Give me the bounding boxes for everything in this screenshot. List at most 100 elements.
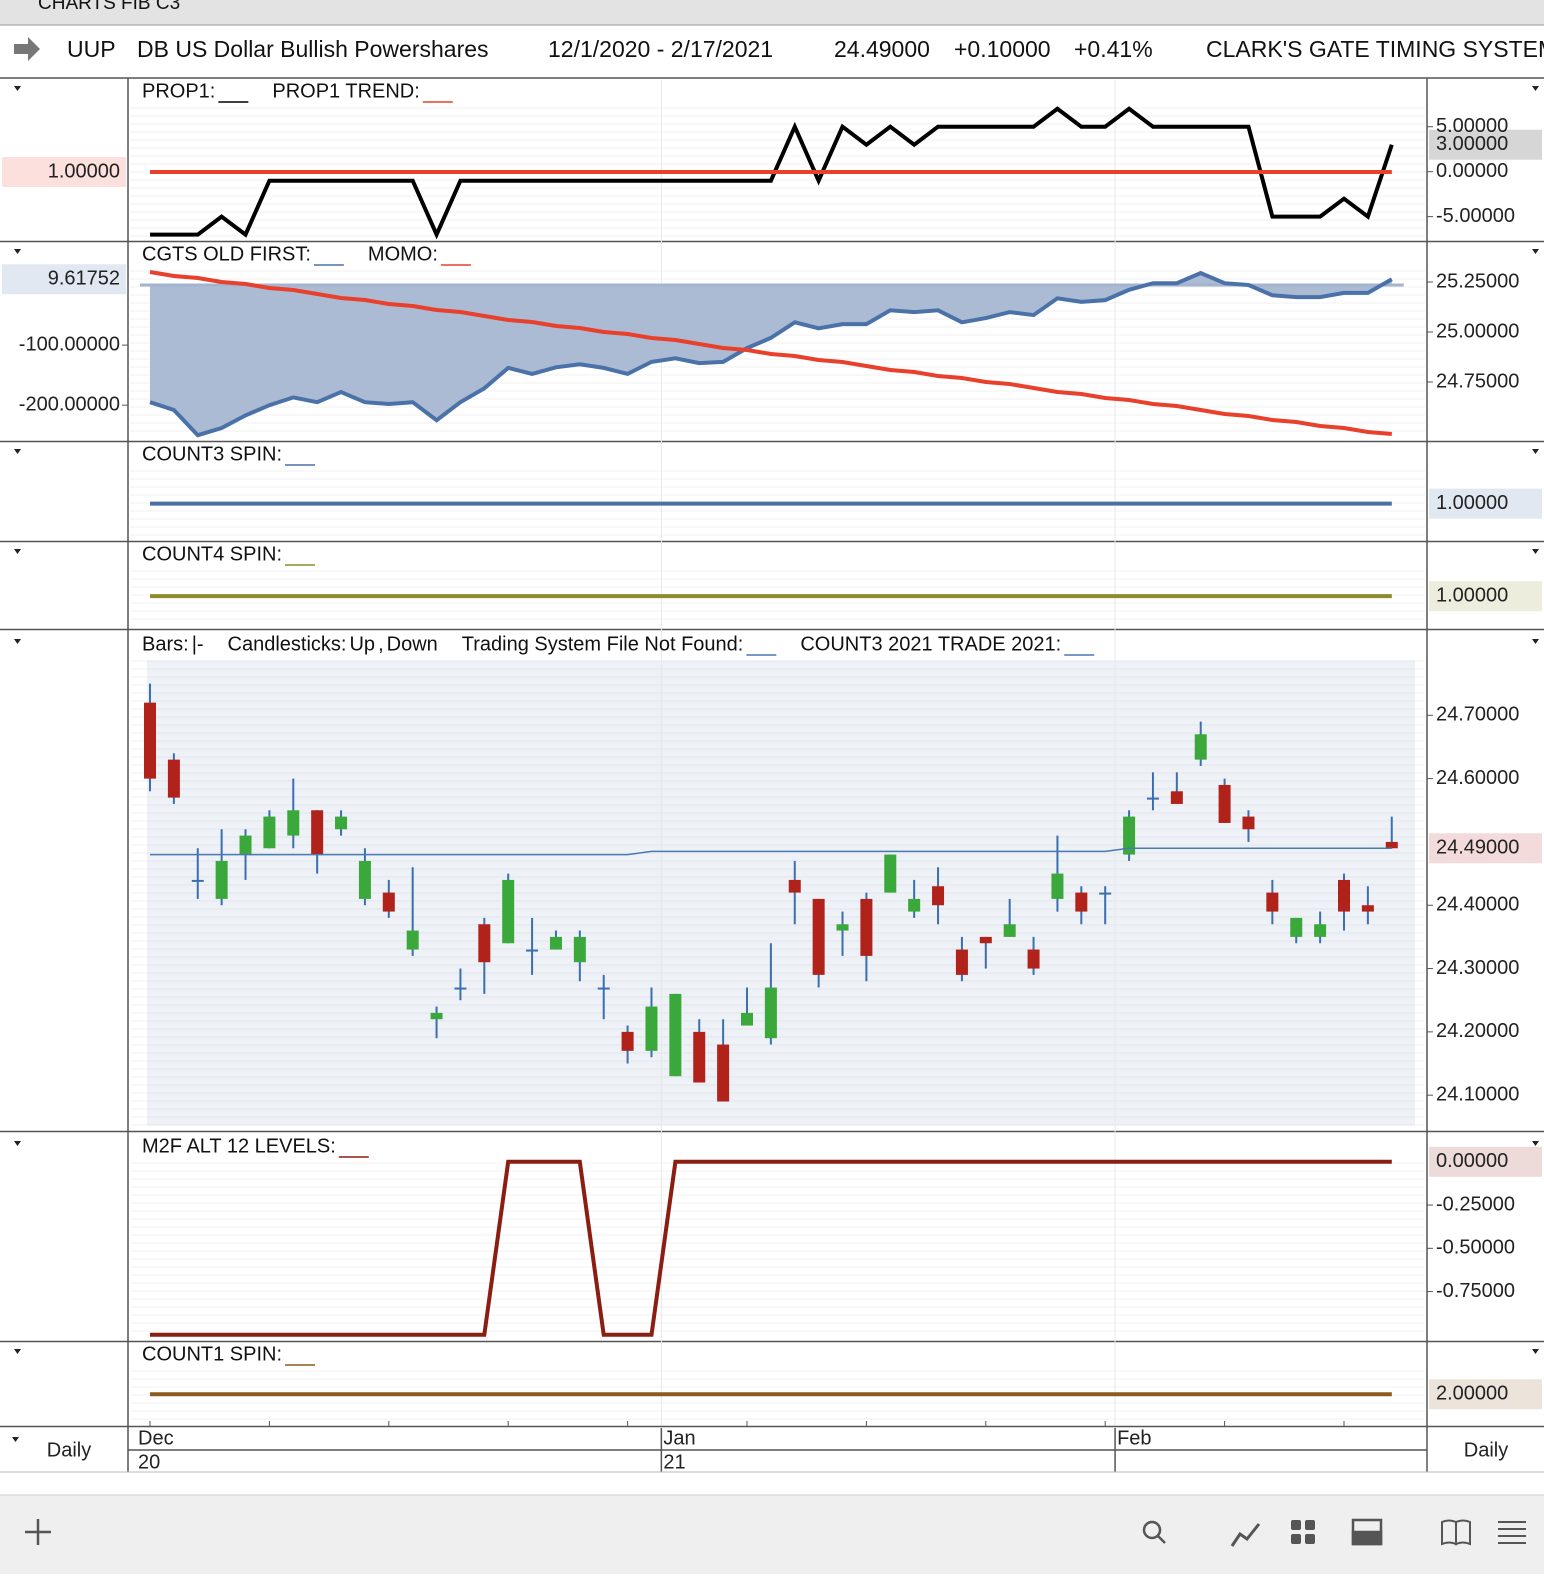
legend-label: COUNT4 SPIN: xyxy=(142,543,282,565)
period-right[interactable]: Daily xyxy=(1464,1439,1508,1461)
candle-body xyxy=(1075,892,1088,912)
x-year-label: 20 xyxy=(138,1451,160,1473)
candle-body xyxy=(836,924,849,931)
window-title: CHARTS FIB C3 xyxy=(38,0,180,14)
candle-body xyxy=(621,1031,634,1051)
candle-body xyxy=(1099,892,1112,895)
candle-body xyxy=(1338,879,1350,912)
y-tick-label: 24.75000 xyxy=(1436,370,1519,392)
last-value-label: 1.00000 xyxy=(1436,492,1508,514)
legend-label: Up xyxy=(349,633,375,655)
series-line xyxy=(149,270,1392,436)
toolbar xyxy=(0,1495,1544,1574)
candle-body xyxy=(1361,905,1374,912)
search-button[interactable] xyxy=(1142,1520,1166,1544)
legend-label: COUNT1 SPIN: xyxy=(142,1343,282,1365)
candle-body xyxy=(215,860,228,899)
x-tick-label: Feb xyxy=(1117,1427,1151,1449)
candle-body xyxy=(1218,784,1231,823)
dropdown[interactable] xyxy=(14,449,21,454)
y-tick-label: 0.00000 xyxy=(1436,160,1508,182)
dropdown[interactable] xyxy=(1532,1349,1539,1354)
layout-button[interactable] xyxy=(1291,1520,1315,1544)
list-button[interactable] xyxy=(1498,1521,1526,1544)
dropdown[interactable] xyxy=(1532,249,1539,254)
legend-label: COUNT3 SPIN: xyxy=(142,443,282,465)
last-value-label: 1.00000 xyxy=(1436,584,1508,606)
date-range: 12/1/2020 - 2/17/2021 xyxy=(548,36,773,62)
last-value-box xyxy=(1429,1379,1542,1410)
candle-body xyxy=(955,949,968,975)
dropdown[interactable] xyxy=(1532,86,1539,91)
candle-body xyxy=(573,936,586,963)
last-value-label: 9.61752 xyxy=(48,268,120,290)
book-button[interactable] xyxy=(1441,1519,1471,1546)
candle-body xyxy=(717,1044,730,1102)
legend-label: |- xyxy=(192,633,204,655)
legend-label: MOMO: xyxy=(368,243,438,265)
y-tick-label: -0.50000 xyxy=(1436,1237,1515,1259)
y-tick-label: 5.00000 xyxy=(1436,115,1508,137)
candle-body xyxy=(741,1012,753,1026)
y-tick-label: -5.00000 xyxy=(1436,205,1515,227)
candle-body xyxy=(1123,816,1136,855)
chart-button[interactable] xyxy=(1230,1523,1261,1547)
last-value-box xyxy=(1429,833,1542,864)
candle-body xyxy=(693,1031,706,1083)
dropdown[interactable] xyxy=(14,1349,21,1354)
candle-body xyxy=(979,936,992,944)
last-value-box xyxy=(1429,1146,1542,1177)
series-line xyxy=(150,847,1392,856)
dropdown[interactable] xyxy=(1532,449,1539,454)
dropdown[interactable] xyxy=(12,1437,19,1442)
panel-button[interactable] xyxy=(1351,1518,1383,1546)
dropdown[interactable] xyxy=(1532,639,1539,644)
candle-body xyxy=(812,898,825,975)
period-left[interactable]: Daily xyxy=(47,1439,91,1461)
candle-body xyxy=(382,892,395,912)
candle-body xyxy=(884,854,897,893)
candle-body xyxy=(1170,791,1183,804)
y-tick-label: 24.40000 xyxy=(1436,894,1519,916)
last-value-box xyxy=(1429,581,1542,612)
x-tick-label: Dec xyxy=(138,1427,174,1449)
legend-label: M2F ALT 12 LEVELS: xyxy=(142,1135,336,1157)
y-tick-label: -0.75000 xyxy=(1436,1280,1515,1302)
y-tick-label: 24.30000 xyxy=(1436,957,1519,979)
candle-body xyxy=(1194,734,1207,760)
candle-body xyxy=(239,835,252,855)
candle-body xyxy=(597,987,610,990)
dropdown[interactable] xyxy=(1532,549,1539,554)
y-tick-label: 24.10000 xyxy=(1436,1083,1519,1105)
candle-body xyxy=(788,879,801,893)
x-year-label: 21 xyxy=(663,1451,685,1473)
dropdown[interactable] xyxy=(14,249,21,254)
candle-body xyxy=(860,898,873,956)
system-name: CLARK'S GATE TIMING SYSTEM xyxy=(1206,36,1544,62)
arrow-icon[interactable] xyxy=(14,37,40,61)
candle-body xyxy=(287,810,300,836)
y-tick-label: 25.25000 xyxy=(1436,270,1519,292)
candle-body xyxy=(1051,873,1064,899)
legend-label: Trading System File Not Found: xyxy=(462,633,744,655)
legend-label: Candlesticks: xyxy=(228,633,347,655)
series-line xyxy=(150,1159,1392,1337)
candle-body xyxy=(502,879,515,944)
candle-body xyxy=(1314,924,1327,937)
candle-body xyxy=(1266,892,1279,912)
dropdown[interactable] xyxy=(14,1141,21,1146)
add-button[interactable] xyxy=(25,1519,51,1545)
dropdown[interactable] xyxy=(1532,1141,1539,1146)
last-value-label: 0.00000 xyxy=(1436,1150,1508,1172)
dropdown[interactable] xyxy=(14,86,21,91)
last-value-box xyxy=(2,157,126,187)
dropdown[interactable] xyxy=(14,639,21,644)
legend-label: COUNT3 2021 TRADE 2021: xyxy=(800,633,1061,655)
candle-body xyxy=(454,987,467,990)
candle-body xyxy=(167,759,180,798)
dropdown[interactable] xyxy=(14,549,21,554)
y-tick-label: 24.20000 xyxy=(1436,1020,1519,1042)
candle-body xyxy=(932,886,945,906)
panels: Dec Jan Feb 20 21 5.00000 0.00000 -5.00000 PROP1… xyxy=(0,80,1544,1473)
